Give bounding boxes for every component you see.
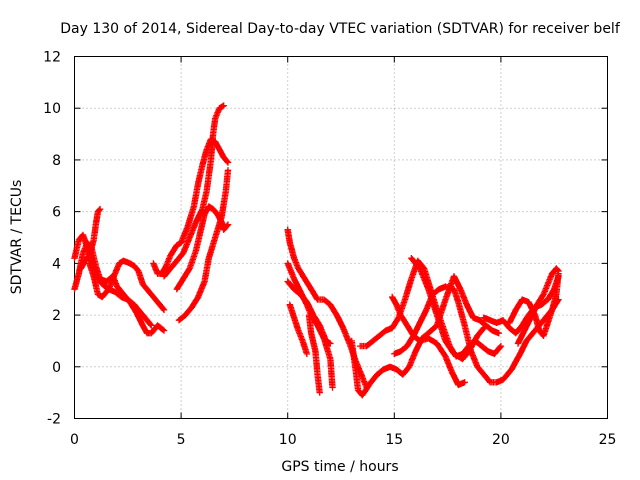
y-tick-label: 4 — [52, 256, 61, 272]
data-series-track-5 — [150, 136, 232, 277]
x-tick-label: 10 — [279, 432, 297, 448]
y-tick-label: 0 — [52, 360, 61, 376]
data-series-track-18 — [408, 255, 487, 363]
data-series-track-15 — [357, 257, 505, 360]
series-markers — [389, 293, 468, 389]
x-tick-label: 25 — [599, 432, 617, 448]
series-markers — [286, 301, 311, 358]
x-tick-label: 15 — [385, 432, 403, 448]
y-tick-label: 12 — [43, 50, 61, 66]
tick-layer: 0 5 10 15 20 25 -2 0 2 4 6 8 10 12 — [43, 50, 616, 449]
data-series-track-8 — [175, 167, 232, 324]
y-tick-label: -2 — [47, 412, 61, 428]
data-series-track-21 — [514, 265, 562, 347]
data-layer — [71, 102, 562, 399]
chart-title: Day 130 of 2014, Sidereal Day-to-day VTE… — [60, 21, 621, 37]
series-markers — [77, 205, 104, 272]
x-tick-label: 20 — [492, 432, 510, 448]
data-series-track-4 — [86, 257, 168, 314]
data-series-track-9 — [284, 226, 370, 391]
data-series-track-3 — [77, 205, 104, 272]
y-tick-label: 2 — [52, 308, 61, 324]
data-series-track-6 — [160, 102, 227, 280]
data-series-track-17 — [389, 293, 468, 389]
series-markers — [284, 278, 334, 347]
y-axis-label: SDTVAR / TECUs — [9, 180, 25, 295]
series-markers — [150, 136, 232, 277]
plot-frame — [74, 56, 608, 419]
data-series-track-12 — [284, 278, 334, 347]
series-markers — [305, 311, 323, 396]
series-markers — [284, 226, 370, 391]
y-tick-label: 8 — [52, 153, 61, 169]
x-tick-label: 5 — [177, 432, 186, 448]
y-tick-label: 10 — [43, 101, 61, 117]
series-markers — [408, 255, 487, 363]
x-axis-label: GPS time / hours — [281, 459, 398, 475]
x-tick-label: 0 — [70, 432, 79, 448]
series-markers — [348, 273, 502, 399]
grid-layer — [74, 56, 608, 419]
series-markers — [160, 102, 227, 280]
y-tick-label: 6 — [52, 205, 61, 221]
data-series-track-13 — [305, 311, 323, 396]
series-markers — [514, 265, 562, 347]
series-markers — [175, 167, 232, 324]
series-markers — [357, 257, 505, 360]
data-series-track-11 — [286, 301, 311, 358]
series-markers — [86, 257, 168, 314]
data-series-track-14 — [348, 273, 502, 399]
